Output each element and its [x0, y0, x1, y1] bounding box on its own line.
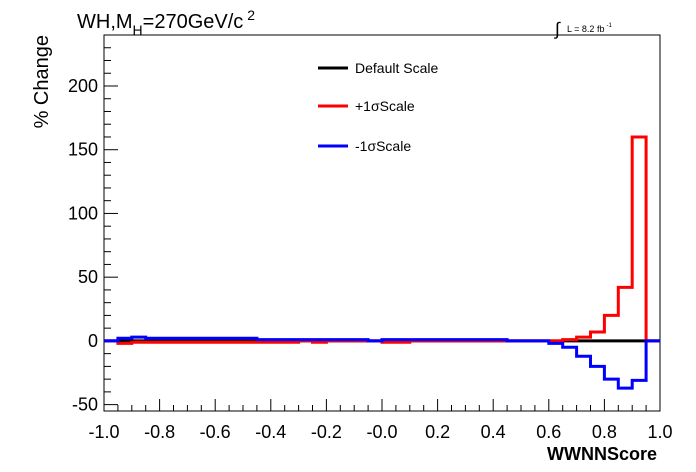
y-tick-label: 150: [68, 140, 98, 160]
y-axis-label: % Change: [31, 35, 53, 128]
x-tick-label: 0.2: [425, 422, 450, 442]
y-axis: -50 0 50 100 150 200: [68, 47, 118, 415]
x-tick-label: -0.0: [366, 422, 397, 442]
legend-label: -1σScale: [355, 138, 411, 154]
y-tick-label: 50: [78, 267, 98, 287]
chart-title-rest: =270GeV/c: [143, 11, 244, 33]
lumi-label: L = 8.2 fb -1: [567, 23, 612, 34]
y-tick-label: -50: [72, 395, 98, 415]
x-tick-label: -1.0: [88, 422, 119, 442]
legend-label: Default Scale: [355, 60, 438, 76]
x-tick-label: 1.0: [647, 422, 672, 442]
series-layer: [104, 135, 660, 390]
y-tick-label: 0: [88, 331, 98, 351]
series-line--1-scale: [104, 335, 660, 390]
chart-title-subscript: H: [133, 22, 143, 38]
lumi-integral-sign: ∫: [553, 19, 561, 39]
lumi-label-superscript: -1: [606, 23, 612, 29]
x-tick-label: -0.4: [255, 422, 286, 442]
chart-title-main: WH,M: [77, 11, 133, 33]
lumi-label-text: L = 8.2 fb: [567, 24, 604, 34]
x-axis: -1.0 -0.8 -0.6 -0.4 -0.2 -0.0 0.2 0.4 0.6 0.8 1.0: [88, 399, 673, 442]
y-tick-label: 100: [68, 203, 98, 223]
x-tick-label: 0.6: [536, 422, 561, 442]
x-tick-label: 0.4: [481, 422, 506, 442]
y-tick-label: 200: [68, 76, 98, 96]
legend: Default Scale +1σScale -1σScale: [318, 60, 438, 154]
x-tick-label: -0.8: [144, 422, 175, 442]
series-line--1-scale: [104, 135, 660, 345]
x-tick-label: -0.6: [200, 422, 231, 442]
x-axis-label: WWNNScore: [547, 444, 657, 464]
x-tick-label: 0.8: [592, 422, 617, 442]
legend-label: +1σScale: [355, 98, 415, 114]
chart-title: WH,MH=270GeV/c 2: [77, 7, 255, 38]
chart-title-superscript: 2: [247, 7, 255, 23]
x-tick-label: -0.2: [311, 422, 342, 442]
